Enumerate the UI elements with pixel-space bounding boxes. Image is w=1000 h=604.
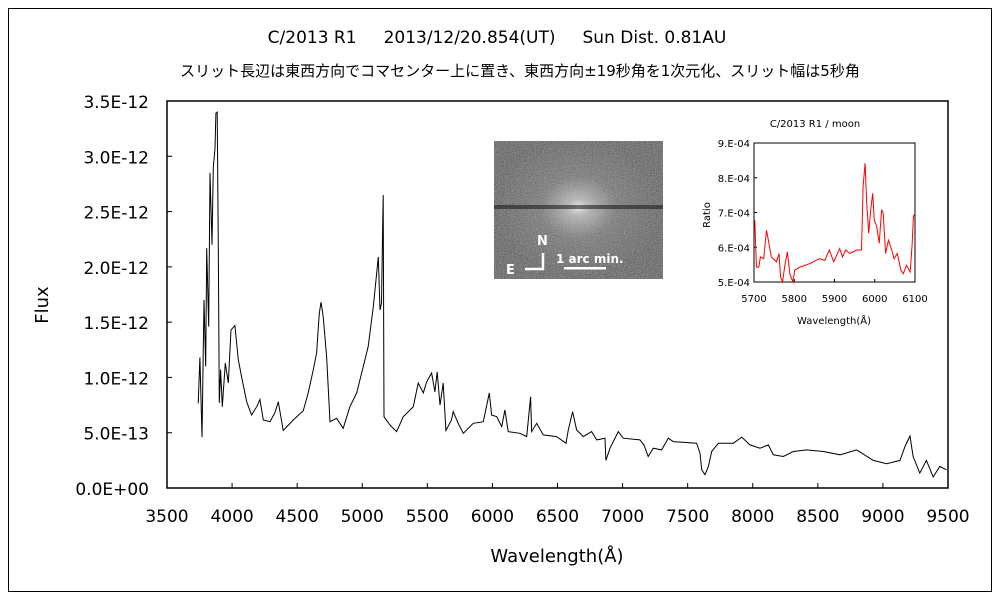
y-tick-label: 2.0E-12 xyxy=(83,259,149,279)
x-tick-label: 3500 xyxy=(145,507,188,527)
x-tick-label: 6100 xyxy=(902,294,927,305)
y-tick-label: 2.5E-12 xyxy=(83,204,149,224)
x-tick-label: 8000 xyxy=(731,507,774,527)
x-tick-label: 9500 xyxy=(926,507,969,527)
inset-x-axis-label: Wavelength(Å) xyxy=(797,314,871,327)
y-tick-label: 6.E-04 xyxy=(718,243,750,254)
x-tick-label: 7500 xyxy=(666,507,709,527)
x-tick-label: 6000 xyxy=(471,507,514,527)
east-label: E xyxy=(506,263,515,278)
x-tick-label: 8500 xyxy=(796,507,839,527)
y-tick-label: 5.0E-13 xyxy=(83,425,149,445)
x-tick-label: 5500 xyxy=(406,507,449,527)
x-tick-label: 5700 xyxy=(741,294,766,305)
x-axis-label: Wavelength(Å) xyxy=(490,545,623,567)
y-tick-label: 0.0E+00 xyxy=(75,480,149,500)
y-tick-label: 1.0E-12 xyxy=(83,369,149,389)
comet-image-inset: N E 1 arc min. xyxy=(494,141,663,279)
x-tick-label: 7000 xyxy=(601,507,644,527)
x-tick-label: 9000 xyxy=(861,507,904,527)
y-tick-label: 7.E-04 xyxy=(718,209,750,220)
compass-icon xyxy=(525,253,545,271)
chart-title: C/2013 R1 2013/12/20.854(UT) Sun Dist. 0… xyxy=(268,28,727,48)
x-tick-label: 5800 xyxy=(782,294,807,305)
y-tick-label: 5.E-04 xyxy=(718,278,750,289)
y-tick-label: 1.5E-12 xyxy=(83,314,149,334)
y-tick-label: 9.E-04 xyxy=(718,139,750,150)
x-tick-label: 4500 xyxy=(276,507,319,527)
x-tick-label: 5900 xyxy=(822,294,847,305)
scale-label: 1 arc min. xyxy=(556,252,624,266)
north-label: N xyxy=(537,234,548,249)
y-tick-label: 8.E-04 xyxy=(718,174,750,185)
scale-bar xyxy=(564,267,606,270)
x-tick-label: 5000 xyxy=(341,507,384,527)
x-tick-label: 6500 xyxy=(536,507,579,527)
comet-image xyxy=(494,141,663,279)
ratio-line xyxy=(754,163,916,284)
inset-title: C/2013 R1 / moon xyxy=(770,119,860,130)
ratio-inset-plot: C/2013 R1 / moon 5.E-04 6.E-04 7.E-04 8.E-0… xyxy=(702,119,928,327)
slit-band xyxy=(494,205,663,209)
y-axis-label: Flux xyxy=(32,286,53,324)
y-tick-label: 3.5E-12 xyxy=(83,93,149,113)
inset-y-axis-label: Ratio xyxy=(702,202,713,228)
x-tick-label: 4000 xyxy=(210,507,253,527)
x-tick-label: 6000 xyxy=(862,294,887,305)
spectrum-line xyxy=(197,111,947,478)
chart-subtitle: スリット長辺は東西方向でコマセンター上に置き、東西方向±19秒角を1次元化、スリ… xyxy=(180,62,860,80)
y-tick-label: 3.0E-12 xyxy=(83,148,149,168)
